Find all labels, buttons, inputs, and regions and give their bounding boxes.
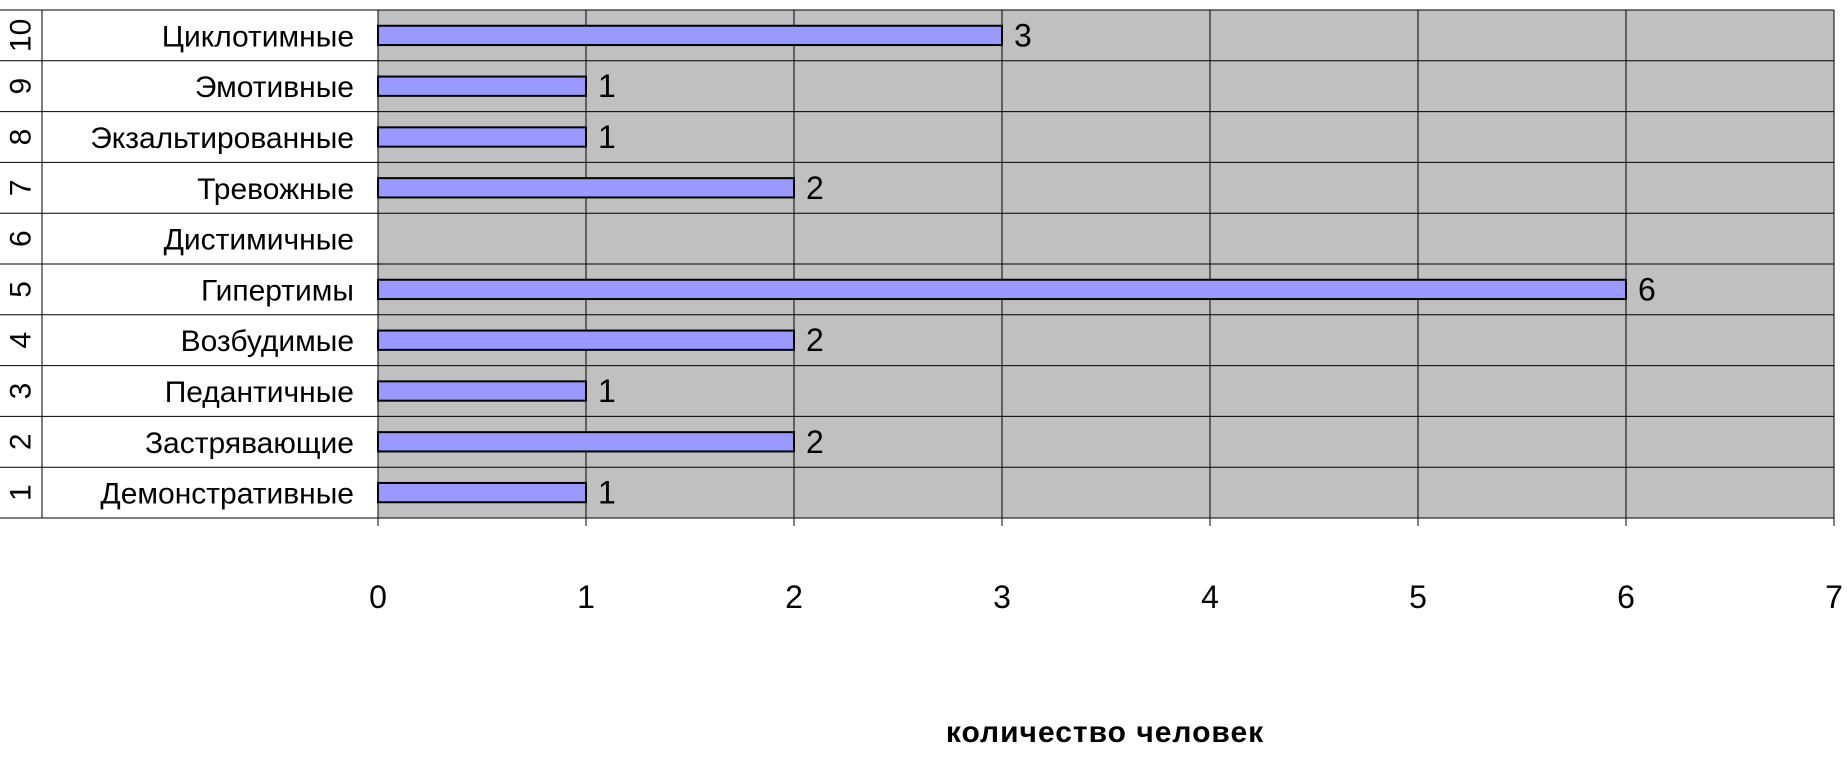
category-number: 9	[5, 78, 38, 95]
bar	[377, 278, 1627, 301]
x-tick-label: 5	[1409, 579, 1427, 615]
data-label: 1	[598, 119, 616, 155]
data-label: 6	[1638, 271, 1656, 307]
x-axis-title: количество человек	[946, 716, 1264, 749]
category-number: 3	[5, 383, 38, 400]
x-tick-label: 0	[369, 579, 387, 615]
bar	[377, 126, 587, 148]
x-axis-ticks: 0 1 2 3 4 5 6 7	[369, 579, 1843, 615]
x-tick-label: 2	[785, 579, 803, 615]
category-number: 10	[5, 19, 38, 52]
data-label: 3	[1014, 17, 1032, 53]
bars	[377, 24, 1627, 504]
category-number: 4	[5, 332, 38, 349]
x-tick-label: 3	[993, 579, 1011, 615]
category-label: Дистимичные	[164, 224, 354, 257]
category-label: Педантичные	[165, 376, 354, 409]
category-number: 5	[5, 281, 38, 298]
bar	[377, 329, 795, 351]
data-label: 1	[598, 68, 616, 104]
data-label: 1	[598, 475, 616, 511]
data-labels: 1 2 1 2 6 2 1 1 3	[598, 17, 1656, 510]
category-label: Эмотивные	[195, 71, 354, 104]
category-label: Гипертимы	[201, 274, 354, 307]
category-number: 1	[5, 484, 38, 501]
data-label: 1	[598, 373, 616, 409]
category-number: 6	[5, 230, 38, 247]
bar	[377, 481, 587, 504]
category-number: 2	[5, 433, 38, 450]
category-label: Демонстративные	[100, 478, 354, 511]
category-label: Циклотимные	[162, 20, 354, 53]
category-label: Возбудимые	[181, 325, 354, 358]
bar	[377, 24, 1003, 47]
category-label: Застрявающие	[145, 427, 354, 460]
data-label: 2	[806, 322, 824, 358]
data-label: 2	[806, 424, 824, 460]
category-label: Тревожные	[197, 173, 354, 206]
category-table: 1 Демонстративные 2 Застрявающие 3 Педантичны…	[0, 9, 1835, 519]
data-label: 2	[806, 170, 824, 206]
x-tick-label: 4	[1201, 579, 1219, 615]
bar	[377, 177, 795, 199]
category-number: 7	[5, 179, 38, 196]
x-tick-label: 7	[1825, 579, 1843, 615]
x-tick-label: 6	[1617, 579, 1635, 615]
bar	[377, 75, 587, 97]
bar	[377, 431, 795, 453]
bar	[377, 380, 587, 402]
category-number: 8	[5, 129, 38, 146]
x-tick-label: 1	[577, 579, 595, 615]
category-label: Экзальтированные	[90, 122, 354, 155]
